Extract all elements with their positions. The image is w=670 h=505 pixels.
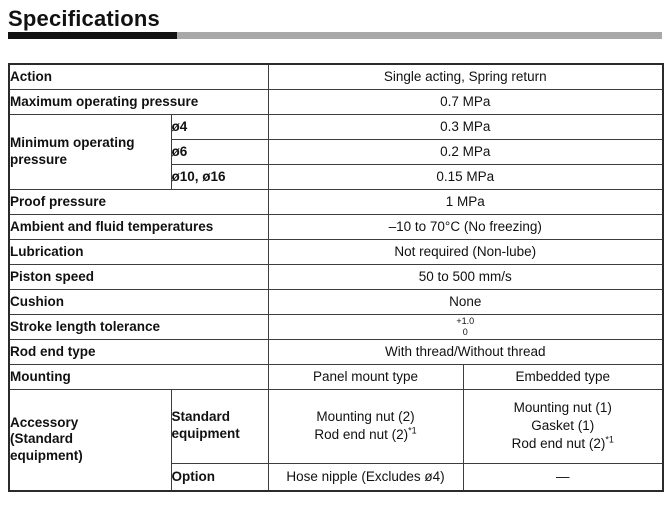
- accessory-standard-panel: Mounting nut (2) Rod end nut (2)*1: [267, 388, 464, 464]
- stroke-tolerance-label: Stroke length tolerance: [8, 313, 269, 340]
- accessory-item: Gasket (1): [531, 417, 595, 433]
- piston-speed-value: 50 to 500 mm/s: [267, 263, 664, 290]
- row-lubrication: Lubrication Not required (Non-lube): [8, 238, 664, 265]
- mounting-panel-header: Panel mount type: [267, 363, 464, 390]
- accessory-option-label: Option: [170, 462, 269, 492]
- ambient-temp-label: Ambient and fluid temperatures: [8, 213, 269, 240]
- row-accessory-standard: Accessory (Standard equipment) Standard …: [8, 388, 664, 492]
- row-action: Action Single acting, Spring return: [8, 63, 664, 90]
- rod-end-value: With thread/Without thread: [267, 338, 664, 365]
- row-accessory-option: Option Hose nipple (Excludes ø4) —: [9, 462, 664, 492]
- accessory-standard-embedded: Mounting nut (1) Gasket (1) Rod end nut …: [462, 388, 664, 464]
- accessory-item-text: Rod end nut (2): [314, 427, 409, 443]
- cushion-value: None: [267, 288, 664, 315]
- row-ambient-temperature: Ambient and fluid temperatures –10 to 70…: [8, 213, 664, 240]
- row-min-pressure-o4: Minimum operating pressure ø4 0.3 MPa: [8, 113, 664, 190]
- accessory-item: Mounting nut (1): [513, 399, 612, 415]
- mounting-embedded-header: Embedded type: [462, 363, 664, 390]
- accessory-option-embedded: —: [462, 462, 664, 492]
- min-pressure-value-o4: 0.3 MPa: [267, 113, 664, 140]
- accessory-item: Mounting nut (2): [316, 408, 415, 424]
- min-pressure-value-o6: 0.2 MPa: [267, 138, 664, 165]
- min-pressure-bore-o4: ø4: [170, 113, 269, 140]
- proof-pressure-label: Proof pressure: [8, 188, 269, 215]
- proof-pressure-value: 1 MPa: [267, 188, 664, 215]
- specifications-table: Action Single acting, Spring return Maxi…: [8, 63, 664, 493]
- accessory-standard-embedded-lines: Mounting nut (1) Gasket (1) Rod end nut …: [464, 399, 662, 454]
- lubrication-label: Lubrication: [8, 238, 269, 265]
- tolerance-lower: 0: [462, 326, 468, 337]
- ambient-temp-value: –10 to 70°C (No freezing): [267, 213, 664, 240]
- accessory-standard-label: Standard equipment: [170, 388, 269, 464]
- title-underline-bar: [8, 32, 662, 40]
- max-pressure-label: Maximum operating pressure: [8, 88, 269, 115]
- rod-end-label: Rod end type: [8, 338, 269, 365]
- accessory-label: Accessory (Standard equipment): [8, 388, 172, 492]
- stroke-tolerance-value: +1.0 0: [267, 313, 664, 340]
- min-pressure-label: Minimum operating pressure: [8, 113, 172, 190]
- row-proof-pressure: Proof pressure 1 MPa: [8, 188, 664, 215]
- tolerance-stack: +1.0 0: [269, 316, 662, 337]
- accessory-item: Rod end nut (2)*1: [464, 434, 662, 453]
- cushion-label: Cushion: [8, 288, 269, 315]
- row-max-operating-pressure: Maximum operating pressure 0.7 MPa: [8, 88, 664, 115]
- footnote-marker: *1: [408, 425, 417, 436]
- row-stroke-length-tolerance: Stroke length tolerance +1.0 0: [8, 313, 664, 340]
- row-min-pressure-o6: ø6 0.2 MPa: [9, 138, 664, 165]
- footnote-marker: *1: [605, 434, 614, 445]
- piston-speed-label: Piston speed: [8, 263, 269, 290]
- min-pressure-value-o10-o16: 0.15 MPa: [267, 163, 664, 190]
- accessory-item: Rod end nut (2)*1: [269, 425, 462, 444]
- action-label: Action: [8, 63, 269, 90]
- accessory-option-panel: Hose nipple (Excludes ø4): [267, 462, 464, 492]
- row-piston-speed: Piston speed 50 to 500 mm/s: [8, 263, 664, 290]
- page-title: Specifications: [8, 6, 160, 31]
- max-pressure-value: 0.7 MPa: [267, 88, 664, 115]
- row-cushion: Cushion None: [8, 288, 664, 315]
- row-rod-end-type: Rod end type With thread/Without thread: [8, 338, 664, 365]
- lubrication-value: Not required (Non-lube): [267, 238, 664, 265]
- min-pressure-bore-o6: ø6: [170, 138, 269, 165]
- mounting-label: Mounting: [8, 363, 269, 390]
- min-pressure-bore-o10-o16: ø10, ø16: [170, 163, 269, 190]
- tolerance-upper: +1.0: [456, 316, 475, 327]
- accessory-item-text: Rod end nut (2): [511, 436, 606, 452]
- action-value: Single acting, Spring return: [267, 63, 664, 90]
- row-min-pressure-o10-o16: ø10, ø16 0.15 MPa: [9, 163, 664, 190]
- row-mounting: Mounting Panel mount type Embedded type: [8, 363, 664, 390]
- accessory-standard-panel-lines: Mounting nut (2) Rod end nut (2)*1: [269, 408, 462, 444]
